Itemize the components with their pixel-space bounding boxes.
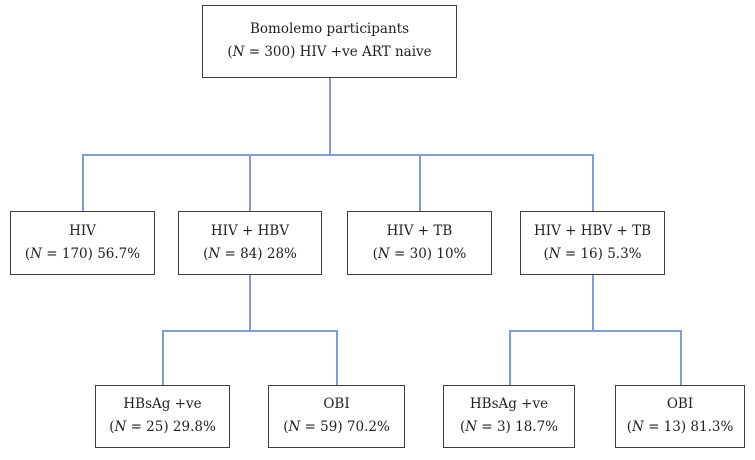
node-hiv-hbv-tb-value: (N = 16) 5.3% xyxy=(543,245,642,262)
connector-drop-hiv xyxy=(82,154,84,211)
node-hbsag-hbv-title: HBsAg +ve xyxy=(123,396,202,413)
node-obi-hbv: OBI (N = 59) 70.2% xyxy=(268,385,405,448)
connector-drop-obi-left xyxy=(336,330,338,385)
node-hiv-hbv-value: (N = 84) 28% xyxy=(203,245,297,262)
node-hiv-tb-value: (N = 30) 10% xyxy=(372,245,467,262)
connector-drop-hbsag-right xyxy=(509,330,511,385)
node-hbsag-hbv-tb-title: HBsAg +ve xyxy=(469,396,549,413)
connector-drop-hiv-hbv xyxy=(249,154,251,211)
node-root-title: Bomolemo participants xyxy=(249,21,409,38)
connector-hiv-hbv-tb-bar xyxy=(509,330,681,332)
node-obi-hbv-tb-title: OBI xyxy=(666,396,694,413)
node-hiv-value: (N = 170) 56.7% xyxy=(24,245,141,262)
connector-drop-hbsag-left xyxy=(162,330,164,385)
node-obi-hbv-value: (N = 59) 70.2% xyxy=(283,419,390,435)
node-hiv-hbv-title: HIV + HBV xyxy=(210,222,290,239)
node-root: Bomolemo participants (N = 300) HIV +ve … xyxy=(202,5,457,78)
connector-drop-obi-right xyxy=(680,330,682,385)
connector-drop-hiv-hbv-tb xyxy=(592,154,594,211)
connector-hiv-hbv-tb-stem xyxy=(592,275,594,330)
node-hbsag-hbv-value: (N = 25) 29.8% xyxy=(109,419,216,435)
node-hiv-hbv: HIV + HBV (N = 84) 28% xyxy=(178,211,322,275)
connector-hiv-hbv-bar xyxy=(162,330,337,332)
node-hbsag-hbv-tb-value: (N = 3) 18.7% xyxy=(459,419,559,435)
connector-root-stem xyxy=(329,78,331,154)
node-obi-hbv-tb: OBI (N = 13) 81.3% xyxy=(615,385,745,448)
node-hiv-hbv-tb: HIV + HBV + TB (N = 16) 5.3% xyxy=(520,211,665,275)
node-hiv-title: HIV xyxy=(69,222,96,239)
node-hiv-tb-title: HIV + TB xyxy=(386,222,453,239)
node-hiv: HIV (N = 170) 56.7% xyxy=(10,211,155,275)
node-obi-hbv-tb-value: (N = 13) 81.3% xyxy=(626,419,734,435)
node-hiv-hbv-tb-title: HIV + HBV + TB xyxy=(533,222,651,239)
node-hiv-tb: HIV + TB (N = 30) 10% xyxy=(347,211,492,275)
node-obi-hbv-title: OBI xyxy=(323,396,350,413)
node-root-value: (N = 300) HIV +ve ART naive xyxy=(227,44,432,60)
connector-drop-hiv-tb xyxy=(419,154,421,211)
connector-hiv-hbv-stem xyxy=(249,275,251,330)
node-hbsag-hbv: HBsAg +ve (N = 25) 29.8% xyxy=(95,385,230,448)
node-hbsag-hbv-tb: HBsAg +ve (N = 3) 18.7% xyxy=(443,385,575,448)
connector-level1-bar xyxy=(82,154,593,156)
